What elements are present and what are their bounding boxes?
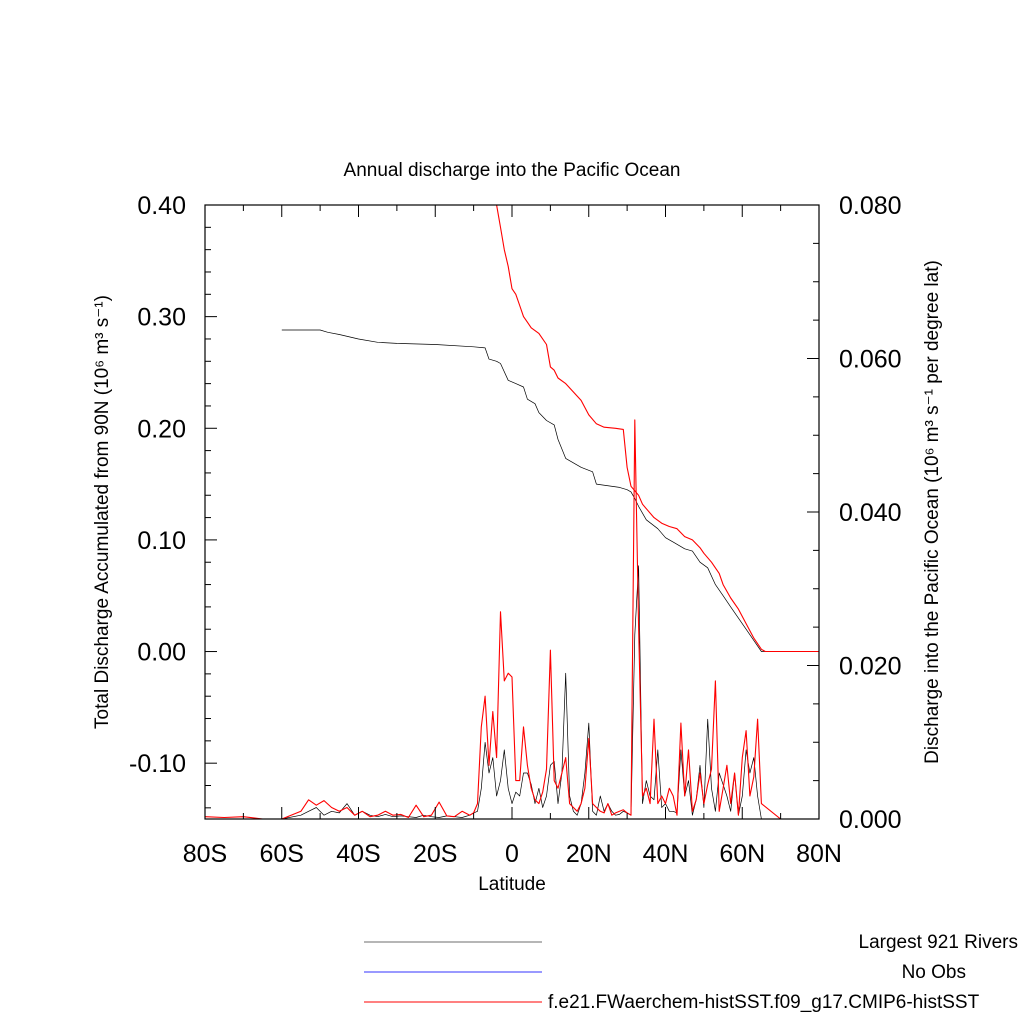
y-left-tick-label: 0.20	[137, 415, 186, 443]
x-tick-label: 80N	[796, 840, 842, 868]
y-right-tick-label: 0.020	[839, 653, 902, 681]
chart-title: Annual discharge into the Pacific Ocean	[344, 160, 681, 181]
y-left-axis-label: Total Discharge Accumulated from 90N (10…	[92, 295, 113, 729]
legend-label-model-run: f.e21.FWaerchem-histSST.f09_g17.CMIP6-hi…	[548, 992, 980, 1013]
y-right-tick-label: 0.040	[839, 499, 902, 527]
y-left-tick-label: 0.00	[137, 639, 186, 667]
legend: Largest 921 Rivers No Obs f.e21.FWaerche…	[364, 932, 1018, 1013]
series-layer	[205, 205, 819, 819]
y-right-tick-label: 0.000	[839, 806, 902, 834]
x-axis-ticks: 80S 60S 40S 20S 0 20N 40N 60N 80N	[183, 205, 842, 868]
y-right-tick-label: 0.060	[839, 346, 902, 374]
x-tick-label: 0	[505, 840, 519, 868]
x-tick-label: 40N	[643, 840, 689, 868]
x-tick-label: 60S	[260, 840, 304, 868]
y-left-tick-label: 0.30	[137, 304, 186, 332]
y-left-tick-label: 0.10	[137, 527, 186, 555]
x-tick-label: 40S	[336, 840, 380, 868]
y-left-tick-label: -0.10	[129, 750, 186, 778]
x-tick-label: 20N	[566, 840, 612, 868]
series-line-per-degree-model	[205, 419, 819, 819]
y-right-axis-ticks: 0.000 0.020 0.040 0.060 0.080	[807, 192, 902, 834]
x-tick-label: 60N	[719, 840, 765, 868]
series-line-accumulated-rivers	[281, 329, 819, 652]
x-tick-label: 20S	[413, 840, 457, 868]
y-left-axis-ticks: -0.10 0.00 0.10 0.20 0.30 0.40	[129, 192, 217, 809]
y-right-tick-label: 0.080	[839, 192, 902, 220]
x-axis-label: Latitude	[478, 874, 546, 895]
legend-label-largest-rivers: Largest 921 Rivers	[859, 932, 1018, 953]
plot-frame	[204, 204, 820, 820]
series-line-per-degree-rivers	[205, 565, 819, 819]
y-left-tick-label: 0.40	[137, 192, 186, 220]
series-line-accumulated-model	[496, 205, 819, 653]
y-right-axis-label: Discharge into the Pacific Ocean (10⁶ m³…	[922, 260, 943, 764]
x-tick-label: 80S	[183, 840, 227, 868]
legend-label-no-obs: No Obs	[902, 962, 966, 983]
